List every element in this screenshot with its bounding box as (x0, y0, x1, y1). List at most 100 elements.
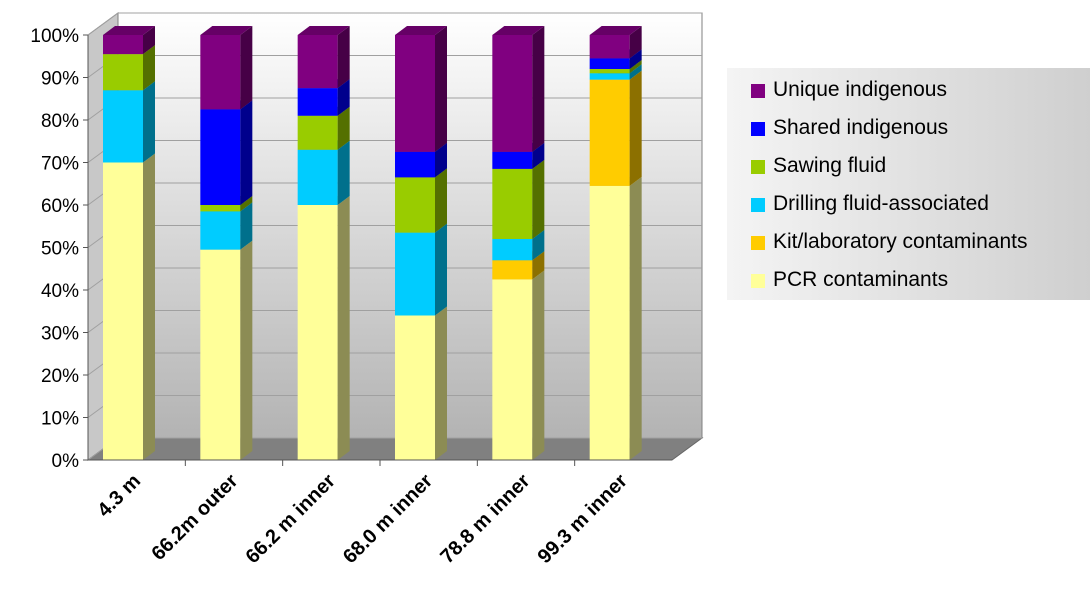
bar-segment (395, 26, 447, 152)
bar-side (240, 196, 253, 212)
bar-face (395, 151, 435, 178)
bar-side (337, 140, 350, 205)
bar-segment (200, 26, 253, 110)
legend-label: Kit/laboratory contaminants (773, 230, 1027, 253)
x-tick-label: 66.2m outer (147, 470, 242, 565)
bar-face (589, 185, 630, 460)
bar-face (395, 177, 435, 233)
bar-segment (297, 26, 350, 89)
bar-face (395, 35, 435, 152)
bar-segment (492, 159, 545, 239)
bar-side (435, 26, 447, 152)
y-tick-label: 100% (30, 26, 79, 47)
y-tick-label: 90% (41, 69, 79, 90)
bar-face (297, 205, 338, 460)
bar-top (589, 26, 642, 35)
bar-side (143, 153, 155, 460)
legend-swatch (751, 236, 765, 250)
bar-side (435, 306, 447, 460)
legend: Unique indigenous Shared indigenous Sawing… (727, 68, 1090, 300)
y-tick-label: 70% (41, 154, 79, 175)
legend-label: Shared indigenous (773, 116, 948, 139)
bar-segment (589, 26, 642, 59)
bar-side (532, 142, 545, 169)
x-tick-label: 78.8 m inner (436, 470, 534, 568)
y-tick-label: 10% (41, 409, 79, 430)
bar-face (103, 35, 143, 55)
bar-face (589, 79, 630, 186)
bar-face (589, 73, 630, 80)
legend-label: Drilling fluid-associated (773, 192, 989, 215)
y-tick-label: 0% (52, 451, 80, 472)
bar-segment (297, 196, 350, 460)
bar-face (297, 149, 338, 205)
bar-side (532, 159, 545, 239)
bar-side (435, 142, 447, 178)
bar-side (532, 26, 545, 152)
bar-side (337, 196, 350, 460)
bar-side (240, 202, 253, 250)
y-tick-label: 60% (41, 196, 79, 217)
bar-face (492, 35, 533, 152)
legend-box (727, 68, 1090, 300)
bars (103, 26, 642, 460)
y-tick-label: 30% (41, 324, 79, 345)
bar-face (395, 315, 435, 460)
bar-side (629, 26, 642, 59)
bar-face (200, 205, 241, 212)
bar-face (200, 109, 241, 205)
bar-top (395, 26, 447, 35)
bar-segment (103, 81, 155, 163)
legend-label: Sawing fluid (773, 154, 886, 177)
bar-side (629, 64, 642, 80)
bar-side (532, 251, 545, 280)
bar-face (297, 115, 338, 150)
bar-top (297, 26, 350, 35)
bar-segment (297, 140, 350, 205)
bar-segment (395, 168, 447, 233)
x-tick-label: 68.0 m inner (339, 470, 437, 568)
y-tick-label: 80% (41, 111, 79, 132)
bar-face (492, 239, 533, 261)
bar-side (435, 168, 447, 233)
bar-segment (395, 223, 447, 316)
legend-label: PCR contaminants (773, 268, 948, 291)
bar-side (240, 100, 253, 205)
legend-swatch (751, 84, 765, 98)
bar-face (492, 260, 533, 280)
bar-segment (103, 153, 155, 460)
legend-swatch (751, 198, 765, 212)
bar-side (143, 81, 155, 163)
bar-side (143, 45, 155, 91)
bar-face (200, 35, 241, 110)
bar-side (532, 270, 545, 460)
bar-face (297, 88, 338, 116)
bar-side (629, 70, 642, 186)
y-tick-label: 50% (41, 239, 79, 260)
bar-segment (200, 240, 253, 460)
bar-side (629, 49, 642, 69)
legend-swatch (751, 160, 765, 174)
bar-face (492, 151, 533, 169)
y-tick-label: 40% (41, 281, 79, 302)
bar-face (200, 211, 241, 250)
bar-side (629, 176, 642, 460)
bar-side (337, 106, 350, 150)
bar-face (492, 168, 533, 239)
bar-side (143, 26, 155, 55)
gridline (87, 12, 702, 36)
bar-side (435, 223, 447, 316)
x-tick-label: 4.3 m (93, 470, 145, 522)
bar-segment (492, 26, 545, 152)
bar-top (103, 26, 155, 35)
bar-segment (589, 176, 642, 460)
bar-segment (492, 270, 545, 460)
bar-side (240, 26, 253, 110)
bar-segment (589, 70, 642, 186)
legend-swatch (751, 274, 765, 288)
bar-face (103, 54, 143, 91)
x-tick-label: 99.3 m inner (534, 470, 632, 568)
bar-side (240, 240, 253, 460)
bar-side (337, 26, 350, 89)
